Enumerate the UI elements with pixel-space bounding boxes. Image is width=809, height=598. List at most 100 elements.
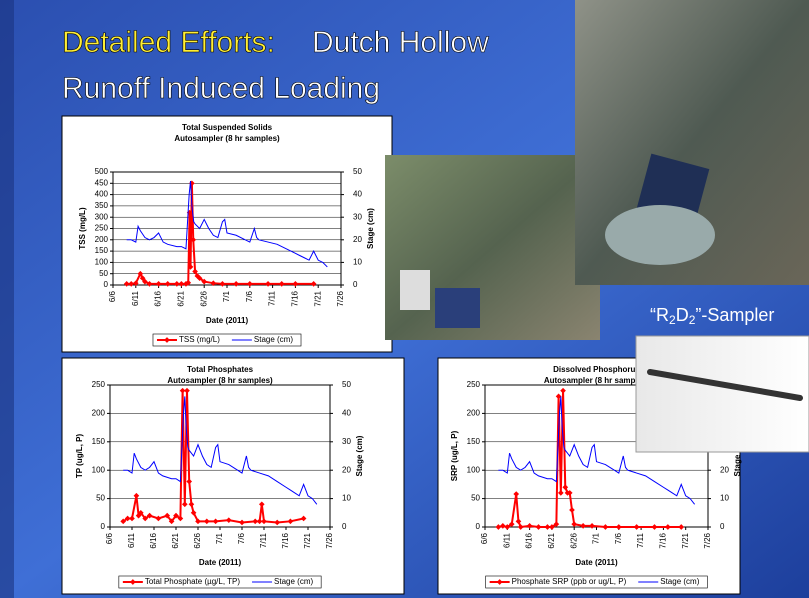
solar-panel <box>435 288 480 328</box>
x-tick-label: 6/11 <box>131 290 140 306</box>
legend: TSS (mg/L) Stage (cm) <box>153 334 301 346</box>
sampler-bucket <box>400 270 430 310</box>
page: Total Suspended Solids Autosampler (8 hr … <box>0 0 809 598</box>
title-rest: Dutch Hollow <box>312 26 489 59</box>
y-tick-label: 450 <box>95 178 109 187</box>
y-tick-label: 400 <box>95 190 109 199</box>
sampler-lid <box>605 205 715 265</box>
x-axis-label: Date (2011) <box>206 316 249 325</box>
x-tick-label: 7/11 <box>636 532 645 548</box>
y-tick-label: 50 <box>96 494 105 503</box>
x-tick-label: 6/21 <box>547 532 556 548</box>
x-tick-label: 7/26 <box>703 532 712 548</box>
y2-tick-label: 50 <box>342 380 351 389</box>
x-tick-label: 7/6 <box>245 290 254 302</box>
y-axis-label: TSS (mg/L) <box>78 207 87 250</box>
chart-subtitle: Autosampler (8 hr samples) <box>544 376 650 385</box>
chart: Total Phosphates Autosampler (8 hr sample… <box>62 358 404 594</box>
y-tick-label: 150 <box>92 437 106 446</box>
y2-tick-label: 30 <box>342 437 351 446</box>
y2-tick-label: 40 <box>353 190 362 199</box>
y2-tick-label: 50 <box>353 167 362 176</box>
legend-label: Stage (cm) <box>274 577 313 586</box>
x-tick-label: 6/16 <box>149 532 158 548</box>
legend-label: Stage (cm) <box>254 335 293 344</box>
x-tick-label: 7/26 <box>325 532 334 548</box>
legend: Total Phosphate (µg/L, TP) Stage (cm) <box>119 576 321 588</box>
y-tick-label: 150 <box>467 437 481 446</box>
y2-axis-label: Stage (cm) <box>355 435 364 476</box>
x-tick-label: 6/11 <box>502 532 511 548</box>
x-tick-label: 7/26 <box>336 290 345 306</box>
x-axis-label: Date (2011) <box>575 558 618 567</box>
x-tick-label: 7/1 <box>215 532 224 544</box>
y-tick-label: 100 <box>467 465 481 474</box>
y2-tick-label: 0 <box>720 522 725 531</box>
chart-title: Dissolved Phosphorus <box>553 365 640 374</box>
x-tick-label: 7/6 <box>614 532 623 544</box>
stream-photo <box>385 155 600 340</box>
y-axis-label: SRP (ug/L, P) <box>450 430 459 481</box>
x-tick-label: 6/16 <box>154 290 163 306</box>
label-part: ”-Sampler <box>695 305 774 325</box>
x-tick-label: 6/6 <box>480 532 489 544</box>
y2-tick-label: 10 <box>720 494 729 503</box>
legend: Phosphate SRP (ppb or ug/L, P) Stage (cm) <box>486 576 708 588</box>
chart-subtitle: Autosampler (8 hr samples) <box>174 134 280 143</box>
sampler-label: “R2D2”-Sampler <box>650 305 774 327</box>
chart-subtitle: Autosampler (8 hr samples) <box>167 376 273 385</box>
y-tick-label: 500 <box>95 167 109 176</box>
x-tick-label: 6/6 <box>108 290 117 302</box>
y2-tick-label: 20 <box>342 465 351 474</box>
y2-tick-label: 10 <box>353 258 362 267</box>
y2-tick-label: 40 <box>342 409 351 418</box>
chart-title: Total Phosphates <box>187 365 254 374</box>
y2-tick-label: 30 <box>353 212 362 221</box>
chart: Total Suspended Solids Autosampler (8 hr … <box>62 116 392 352</box>
x-tick-label: 7/1 <box>592 532 601 544</box>
y2-tick-label: 10 <box>342 494 351 503</box>
y2-tick-label: 0 <box>353 280 358 289</box>
x-tick-label: 7/1 <box>222 290 231 302</box>
x-tick-label: 6/26 <box>569 532 578 548</box>
legend-label: Total Phosphate (µg/L, TP) <box>145 577 241 586</box>
label-part: “R <box>650 305 669 325</box>
y-tick-label: 250 <box>95 224 109 233</box>
x-tick-label: 6/6 <box>105 532 114 544</box>
x-tick-label: 6/21 <box>177 290 186 306</box>
x-tick-label: 6/26 <box>193 532 202 548</box>
x-tick-label: 7/21 <box>313 290 322 306</box>
y-tick-label: 0 <box>104 280 109 289</box>
x-tick-label: 7/16 <box>281 532 290 548</box>
y-tick-label: 100 <box>95 258 109 267</box>
y-axis-label: TP (ug/L, P) <box>75 434 84 479</box>
legend-label: Phosphate SRP (ppb or ug/L, P) <box>512 577 627 586</box>
x-tick-label: 6/26 <box>199 290 208 306</box>
y-tick-label: 350 <box>95 201 109 210</box>
legend-label: Stage (cm) <box>660 577 699 586</box>
x-tick-label: 6/21 <box>171 532 180 548</box>
y-tick-label: 0 <box>476 522 481 531</box>
y-tick-label: 250 <box>92 380 106 389</box>
y-tick-label: 50 <box>99 269 108 278</box>
x-axis-label: Date (2011) <box>199 558 242 567</box>
y2-tick-label: 20 <box>353 235 362 244</box>
y2-tick-label: 20 <box>720 465 729 474</box>
y-tick-label: 200 <box>95 235 109 244</box>
title-line2: Runoff Induced Loading <box>62 72 380 105</box>
legend-label: TSS (mg/L) <box>179 335 220 344</box>
x-tick-label: 7/21 <box>303 532 312 548</box>
y-tick-label: 250 <box>467 380 481 389</box>
x-tick-label: 6/11 <box>127 532 136 548</box>
y-tick-label: 150 <box>95 246 109 255</box>
x-tick-label: 6/16 <box>525 532 534 548</box>
y-tick-label: 0 <box>101 522 106 531</box>
y-tick-label: 50 <box>471 494 480 503</box>
y2-axis-label: Stage (cm) <box>366 208 375 249</box>
label-part: D <box>676 305 689 325</box>
y-tick-label: 200 <box>467 409 481 418</box>
title-highlight: Detailed Efforts: <box>62 26 275 59</box>
chart-title: Total Suspended Solids <box>182 123 273 132</box>
left-band <box>0 0 14 598</box>
x-tick-label: 7/21 <box>681 532 690 548</box>
